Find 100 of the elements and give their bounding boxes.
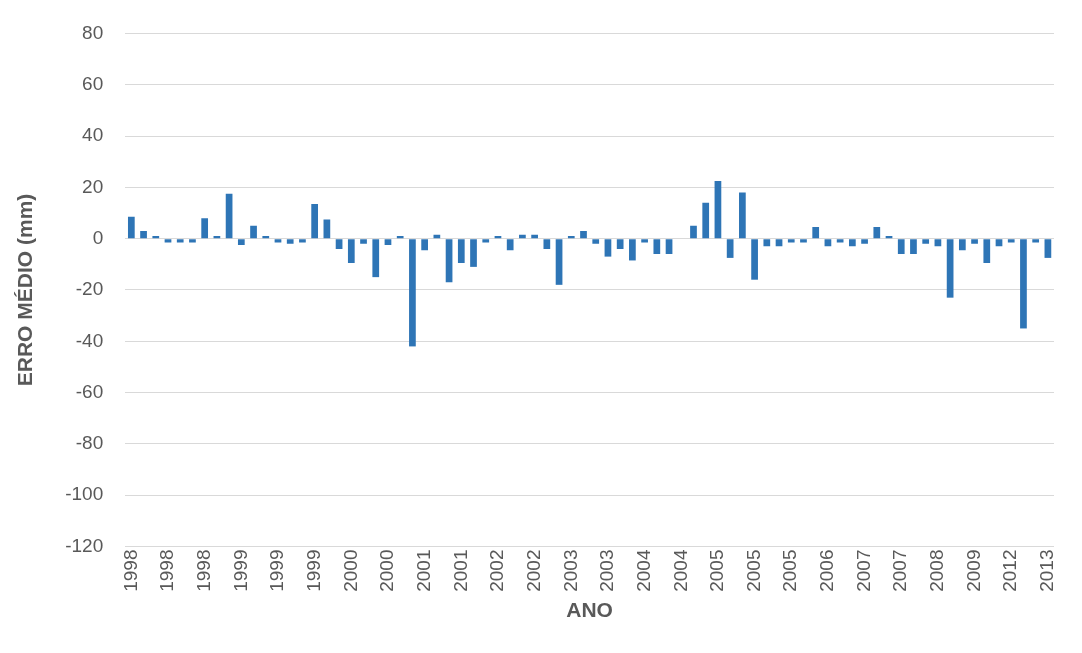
bar [592, 239, 600, 244]
bar [1020, 239, 1027, 329]
x-tick-label: 2000 [376, 549, 398, 592]
x-tick-label: 1999 [302, 549, 324, 592]
bar [1007, 239, 1015, 243]
x-tick-label: 2002 [522, 549, 544, 592]
bar [849, 239, 856, 247]
bar [653, 239, 661, 255]
x-tick-label: 2004 [669, 549, 691, 592]
bar [983, 239, 991, 264]
bar [360, 239, 367, 244]
bar [616, 239, 624, 249]
bar [347, 239, 355, 264]
bar [665, 239, 673, 255]
y-tick-label: -60 [75, 380, 104, 402]
x-tick-label: 2007 [852, 549, 874, 592]
bar [580, 230, 587, 239]
x-tick-label: 2006 [816, 549, 838, 592]
bar [604, 239, 612, 257]
x-axis-title: ANO [566, 598, 613, 622]
bar [641, 239, 648, 243]
x-tick-label: 2012 [999, 549, 1021, 592]
bar [836, 239, 844, 243]
x-tick-label: 2003 [596, 549, 618, 592]
bar [201, 218, 209, 239]
bar [763, 239, 771, 247]
x-tick-label: 1998 [156, 549, 178, 592]
y-tick-label: -40 [75, 329, 104, 351]
x-tick-label: 2007 [889, 549, 911, 592]
y-tick-label: 60 [82, 72, 104, 94]
bar [323, 219, 331, 239]
bar [958, 239, 966, 251]
x-tick-label: 2013 [1036, 549, 1058, 592]
bar [531, 234, 538, 239]
x-tick-label: 1999 [229, 549, 251, 592]
bar [311, 204, 319, 239]
bar [164, 239, 172, 243]
y-tick-label: -80 [75, 432, 104, 454]
bar [946, 239, 954, 298]
bar [690, 225, 697, 239]
bar [127, 216, 135, 239]
bar [873, 227, 881, 239]
bar [384, 239, 392, 246]
bar [800, 239, 807, 243]
bar [189, 239, 196, 243]
bar [971, 239, 978, 244]
bar [433, 234, 441, 239]
bar [506, 239, 514, 251]
y-axis-title: ERRO MÉDIO (mm) [13, 193, 37, 387]
bar [1044, 239, 1052, 258]
bar [910, 239, 917, 255]
bar [286, 239, 294, 244]
bar [250, 225, 257, 239]
bar [812, 227, 820, 239]
bar [629, 239, 636, 261]
x-tick-label: 2005 [779, 549, 801, 592]
x-tick-label: 2009 [962, 549, 984, 592]
bar [396, 236, 404, 239]
bar [861, 239, 868, 244]
bar [372, 239, 380, 278]
x-tick-label: 1999 [266, 549, 288, 592]
y-tick-label: -100 [65, 483, 104, 505]
bar [421, 239, 428, 251]
x-tick-label: 2004 [632, 549, 654, 592]
bar [922, 239, 930, 244]
bar [897, 239, 905, 255]
y-tick-label: 40 [82, 124, 104, 146]
bar [739, 192, 746, 239]
bar [152, 236, 160, 239]
bar [543, 239, 551, 249]
y-tick-label: -120 [65, 534, 104, 556]
x-tick-label: 2003 [559, 549, 581, 592]
x-tick-label: 2001 [449, 549, 471, 592]
bar [567, 236, 575, 239]
bar [702, 202, 710, 239]
y-tick-label: 20 [82, 175, 104, 197]
bar [470, 239, 477, 267]
bar [726, 239, 734, 258]
bar [262, 236, 270, 239]
y-tick-label: -20 [75, 278, 104, 300]
bar [409, 239, 416, 347]
bar [274, 239, 282, 243]
x-tick-label: 2000 [339, 549, 361, 592]
x-tick-label: 2005 [706, 549, 728, 592]
bar [299, 239, 306, 243]
bar [457, 239, 465, 264]
bar [176, 239, 184, 243]
bar [519, 234, 526, 239]
x-tick-label: 2005 [742, 549, 764, 592]
bar [335, 239, 343, 249]
bar [1032, 239, 1040, 243]
bar [237, 239, 245, 246]
x-tick-label: 2002 [486, 549, 508, 592]
y-tick-label: 0 [92, 226, 104, 248]
y-tick-label: 80 [82, 21, 104, 43]
x-tick-label: 2008 [926, 549, 948, 592]
x-tick-label: 1998 [192, 549, 214, 592]
bar [751, 239, 758, 280]
x-tick-label: 2001 [412, 549, 434, 592]
x-tick-label: 1998 [119, 549, 141, 592]
